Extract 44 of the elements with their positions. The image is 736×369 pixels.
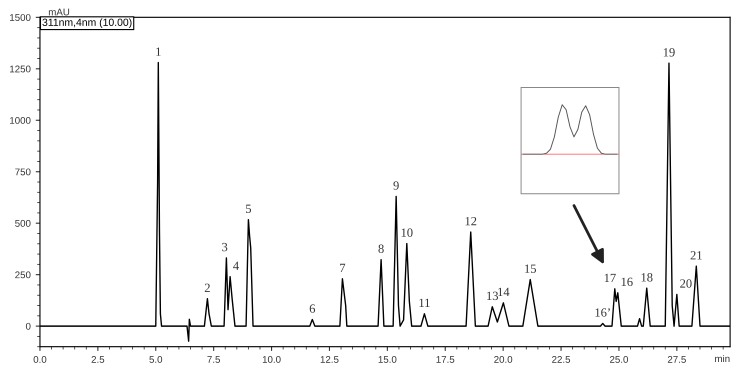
x-tick-label: 25.0 bbox=[610, 356, 628, 363]
annotation: 3 bbox=[222, 242, 228, 252]
annotation: 10 bbox=[402, 228, 413, 237]
x-tick-label: 7.5 bbox=[207, 356, 220, 363]
annotation: 13 bbox=[487, 292, 498, 300]
annotation: 2 bbox=[204, 284, 210, 292]
x-tick-label: 20.0 bbox=[494, 356, 512, 363]
annotation: 11 bbox=[419, 298, 430, 307]
annotation: 18 bbox=[642, 273, 653, 282]
x-tick-label: 10.0 bbox=[262, 356, 281, 363]
annotation: 311nm,4nm (10.00) bbox=[42, 18, 132, 28]
annotation: 16’ bbox=[596, 308, 610, 317]
y-tick-label: 500 bbox=[15, 220, 31, 227]
y-tick-label: 1250 bbox=[10, 66, 31, 72]
annotation: 4 bbox=[233, 262, 239, 270]
annotation: 21 bbox=[690, 251, 702, 260]
y-tick-label: 250 bbox=[15, 271, 31, 278]
y-axis-title: mAU bbox=[48, 8, 70, 16]
annotation: 1 bbox=[156, 48, 161, 56]
annotation: 9 bbox=[393, 181, 399, 190]
annotation: 8 bbox=[378, 244, 384, 253]
y-tick-label: 1500 bbox=[10, 14, 31, 21]
annotation: 20 bbox=[680, 279, 692, 288]
y-tick-label: 1000 bbox=[10, 117, 31, 124]
annotation: 12 bbox=[466, 216, 476, 226]
annotation: 6 bbox=[310, 304, 316, 313]
x-tick-label: 2.5 bbox=[92, 356, 104, 363]
y-tick-label: 0 bbox=[26, 322, 31, 330]
x-tick-label: 12.5 bbox=[320, 356, 339, 363]
x-tick-label: 22.5 bbox=[552, 356, 570, 363]
x-tick-label: 27.5 bbox=[668, 356, 686, 363]
annotation: 7 bbox=[340, 264, 346, 272]
x-tick-label: 5.0 bbox=[149, 356, 162, 363]
annotation: 19 bbox=[664, 48, 675, 57]
annotation: 14 bbox=[498, 288, 510, 296]
y-tick-label: 750 bbox=[15, 168, 31, 176]
x-tick-label: 0.0 bbox=[34, 356, 46, 363]
annotation: 17 bbox=[604, 274, 616, 282]
x-axis-title: min bbox=[715, 354, 730, 362]
annotation: 15 bbox=[525, 264, 536, 273]
annotation: 16 bbox=[622, 278, 633, 286]
annotation: 5 bbox=[246, 204, 252, 213]
x-tick-label: 15.0 bbox=[378, 356, 396, 363]
x-tick-label: 17.5 bbox=[436, 356, 454, 363]
